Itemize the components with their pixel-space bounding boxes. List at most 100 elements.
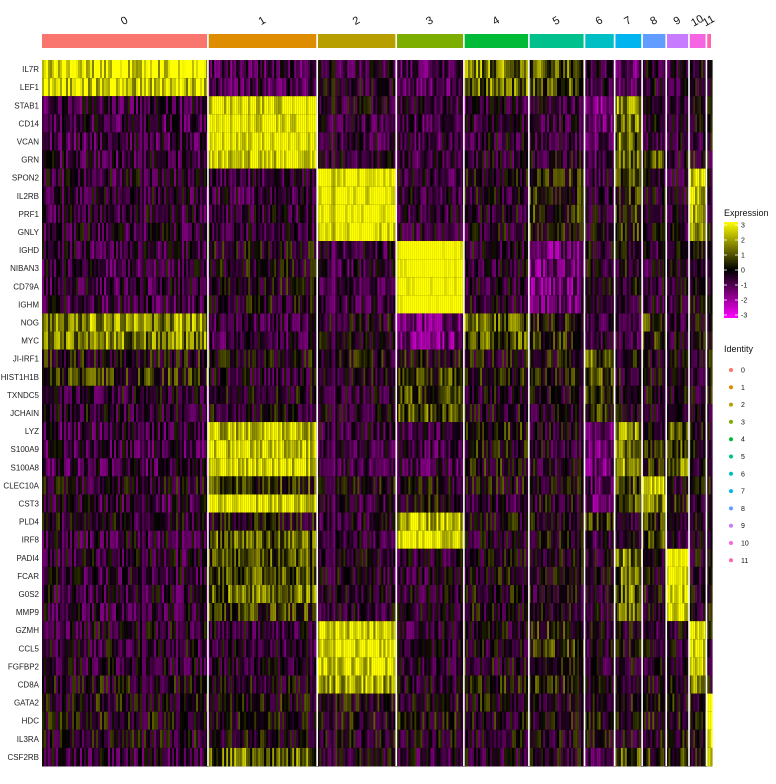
gene-label-il3ra: IL3RA xyxy=(17,735,40,744)
gene-labels: IL7R LEF1 STAB1 CD14 VCAN GRN SPON2 IL2RB PRF1 GN… xyxy=(1,65,40,762)
gene-label-g0s2: G0S2 xyxy=(19,590,40,599)
gene-label-s100a9: S100A9 xyxy=(11,445,40,454)
identity-label-3: 3 xyxy=(741,419,745,426)
heatmap-row-il7r xyxy=(42,60,713,79)
identity-key-8 xyxy=(729,506,733,511)
identity-label-9: 9 xyxy=(741,523,745,530)
gene-label-gzmh: GZMH xyxy=(15,626,39,635)
cluster-label-7: 7 xyxy=(622,14,633,27)
gene-label-fcar: FCAR xyxy=(17,572,39,581)
gene-label-clec10a: CLEC10A xyxy=(3,481,39,490)
heatmap-row-hdc xyxy=(42,711,713,731)
gene-label-irf8: IRF8 xyxy=(22,536,40,545)
heatmap-row-lef1 xyxy=(42,78,713,97)
identity-key-9 xyxy=(729,523,733,528)
heatmap-body xyxy=(42,60,713,767)
heatmap-row-il3ra xyxy=(42,729,713,749)
heatmap-row-s100a9 xyxy=(42,440,713,459)
heatmap-row-mmp9 xyxy=(42,603,713,622)
cluster-label-5: 5 xyxy=(551,14,562,27)
gene-label-stab1: STAB1 xyxy=(14,101,39,110)
identity-label-0: 0 xyxy=(741,368,745,375)
gene-label-gata2: GATA2 xyxy=(14,699,40,708)
gene-label-spon2: SPON2 xyxy=(12,174,40,183)
identity-label-2: 2 xyxy=(741,402,745,409)
cluster-bar-5 xyxy=(529,34,584,48)
gene-label-il7r: IL7R xyxy=(22,65,39,74)
heatmap-row-stab1 xyxy=(42,96,713,115)
identity-key-0 xyxy=(729,368,733,372)
gene-label-hist1h1b: HIST1H1B xyxy=(1,373,39,382)
expression-colorbar xyxy=(724,222,738,318)
cluster-separator xyxy=(705,34,708,766)
identity-key-11 xyxy=(729,558,733,563)
cluster-bar-8 xyxy=(642,34,666,48)
heatmap-row-vcan xyxy=(42,132,713,152)
heatmap-row-cd79a xyxy=(42,277,713,296)
gene-label-jchain2: JI-IRF1 xyxy=(13,355,40,364)
heatmap-row-gzmh xyxy=(42,621,713,640)
gene-label-pld4: PLD4 xyxy=(19,518,40,527)
identity-key-10 xyxy=(729,541,733,545)
heatmap-row-csf2rb xyxy=(42,747,713,767)
cluster-bar-3 xyxy=(396,34,464,48)
expression-legend: Expression 3 2 1 0 -1 -2 -3 xyxy=(724,208,769,320)
identity-label-8: 8 xyxy=(741,506,745,513)
gene-label-txndc5: TXNDC5 xyxy=(7,391,40,400)
heatmap-row-spon2 xyxy=(42,168,713,188)
identity-label-10: 10 xyxy=(741,541,749,548)
heatmap-row-pld4 xyxy=(42,512,713,532)
identity-label-1: 1 xyxy=(741,385,745,392)
gene-label-cst3: CST3 xyxy=(19,500,40,509)
heatmap-row-fcar xyxy=(42,566,713,586)
expression-tick-label: -1 xyxy=(741,283,747,290)
heatmap-row-jchain2 xyxy=(42,349,713,369)
identity-key-2 xyxy=(729,402,733,407)
identity-label-5: 5 xyxy=(741,454,745,461)
gene-label-lef1: LEF1 xyxy=(20,83,40,92)
identity-key-4 xyxy=(729,437,733,442)
cluster-label-9: 9 xyxy=(672,14,683,27)
cluster-bar-7 xyxy=(614,34,642,48)
cluster-separator xyxy=(395,34,398,766)
gene-label-cd79a: CD79A xyxy=(13,282,39,291)
gene-label-lyz: LYZ xyxy=(25,427,39,436)
cluster-separator xyxy=(613,34,616,766)
heatmap-row-prf1 xyxy=(42,204,713,224)
cluster-separator xyxy=(641,34,643,766)
expression-tick-label: -2 xyxy=(741,298,747,305)
identity-legend: Identity 0 1 2 3 4 5 6 7 8 9 10 11 xyxy=(724,344,754,565)
expression-tick-label: 2 xyxy=(741,238,745,245)
cluster-separator xyxy=(688,34,690,766)
cluster-separators xyxy=(207,34,708,766)
cluster-bar-1 xyxy=(208,34,317,48)
gene-label-nog: NOG xyxy=(21,318,39,327)
cluster-separator xyxy=(583,34,586,766)
identity-label-6: 6 xyxy=(741,471,745,478)
cluster-bar-9 xyxy=(666,34,689,48)
heatmap-row-nog xyxy=(42,313,713,333)
identity-key-6 xyxy=(729,471,733,476)
cluster-label-10: 10 xyxy=(689,13,706,30)
gene-label-il2rb: IL2RB xyxy=(17,192,39,201)
cluster-label-3: 3 xyxy=(424,14,435,27)
gene-label-prf1: PRF1 xyxy=(19,210,40,219)
heatmap-row-gnly xyxy=(42,222,713,242)
heatmap-row-gata2 xyxy=(42,693,713,713)
gene-label-cd14: CD14 xyxy=(19,119,40,128)
cluster-label-6: 6 xyxy=(594,14,605,27)
identity-key-1 xyxy=(729,385,733,390)
expression-legend-title: Expression xyxy=(724,208,769,218)
gene-label-ccl5: CCL5 xyxy=(19,644,40,653)
gene-label-cd8a: CD8A xyxy=(18,681,40,690)
gene-label-s100a8: S100A8 xyxy=(11,463,40,472)
heatmap-row-ighm xyxy=(42,295,713,314)
cluster-bar-2 xyxy=(317,34,396,48)
gene-label-mmp9: MMP9 xyxy=(16,608,40,617)
gene-label-jchain: JCHAIN xyxy=(10,409,39,418)
heatmap-row-g0s2 xyxy=(42,584,713,604)
expression-tick-label: 1 xyxy=(741,253,745,260)
expression-tick-label: -3 xyxy=(741,313,747,320)
heatmap-row-clec10a xyxy=(42,476,713,495)
cluster-label-1: 1 xyxy=(257,14,268,27)
